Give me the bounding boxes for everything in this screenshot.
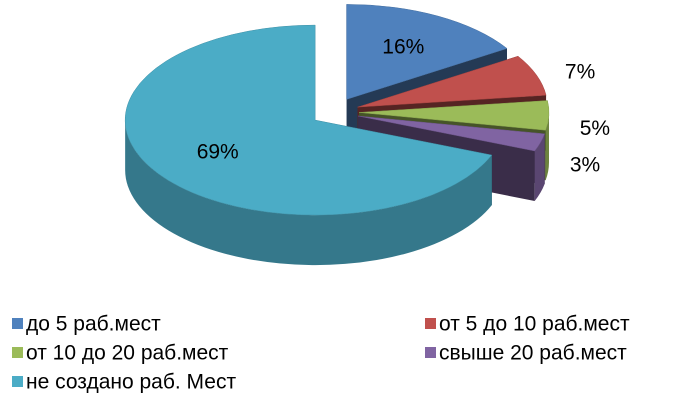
slice bbox=[346, 4, 508, 100]
legend-label: свыше 20 раб.мест bbox=[439, 342, 627, 365]
slice-wall bbox=[125, 120, 492, 266]
legend-swatch bbox=[12, 347, 23, 358]
slice-wall bbox=[545, 112, 549, 181]
slice bbox=[124, 24, 493, 216]
legend-label: от 10 до 20 раб.мест bbox=[26, 342, 229, 365]
slice bbox=[357, 115, 546, 152]
data-label: 69% bbox=[197, 141, 239, 164]
legend-swatch bbox=[425, 347, 436, 358]
legend-label: от 5 до 10 раб.мест bbox=[439, 313, 630, 336]
data-label: 16% bbox=[382, 35, 424, 58]
slice bbox=[358, 100, 550, 131]
legend-swatch bbox=[12, 318, 23, 329]
slice-wall bbox=[534, 133, 545, 201]
legend-label: не создано раб. Мест bbox=[26, 371, 236, 394]
data-label: 3% bbox=[570, 153, 600, 176]
data-label: 5% bbox=[580, 117, 610, 140]
legend-swatch bbox=[12, 376, 23, 387]
slice bbox=[357, 55, 547, 108]
legend-swatch bbox=[425, 318, 436, 329]
data-label: 7% bbox=[565, 60, 595, 83]
legend-label: до 5 раб.мест bbox=[26, 313, 161, 336]
